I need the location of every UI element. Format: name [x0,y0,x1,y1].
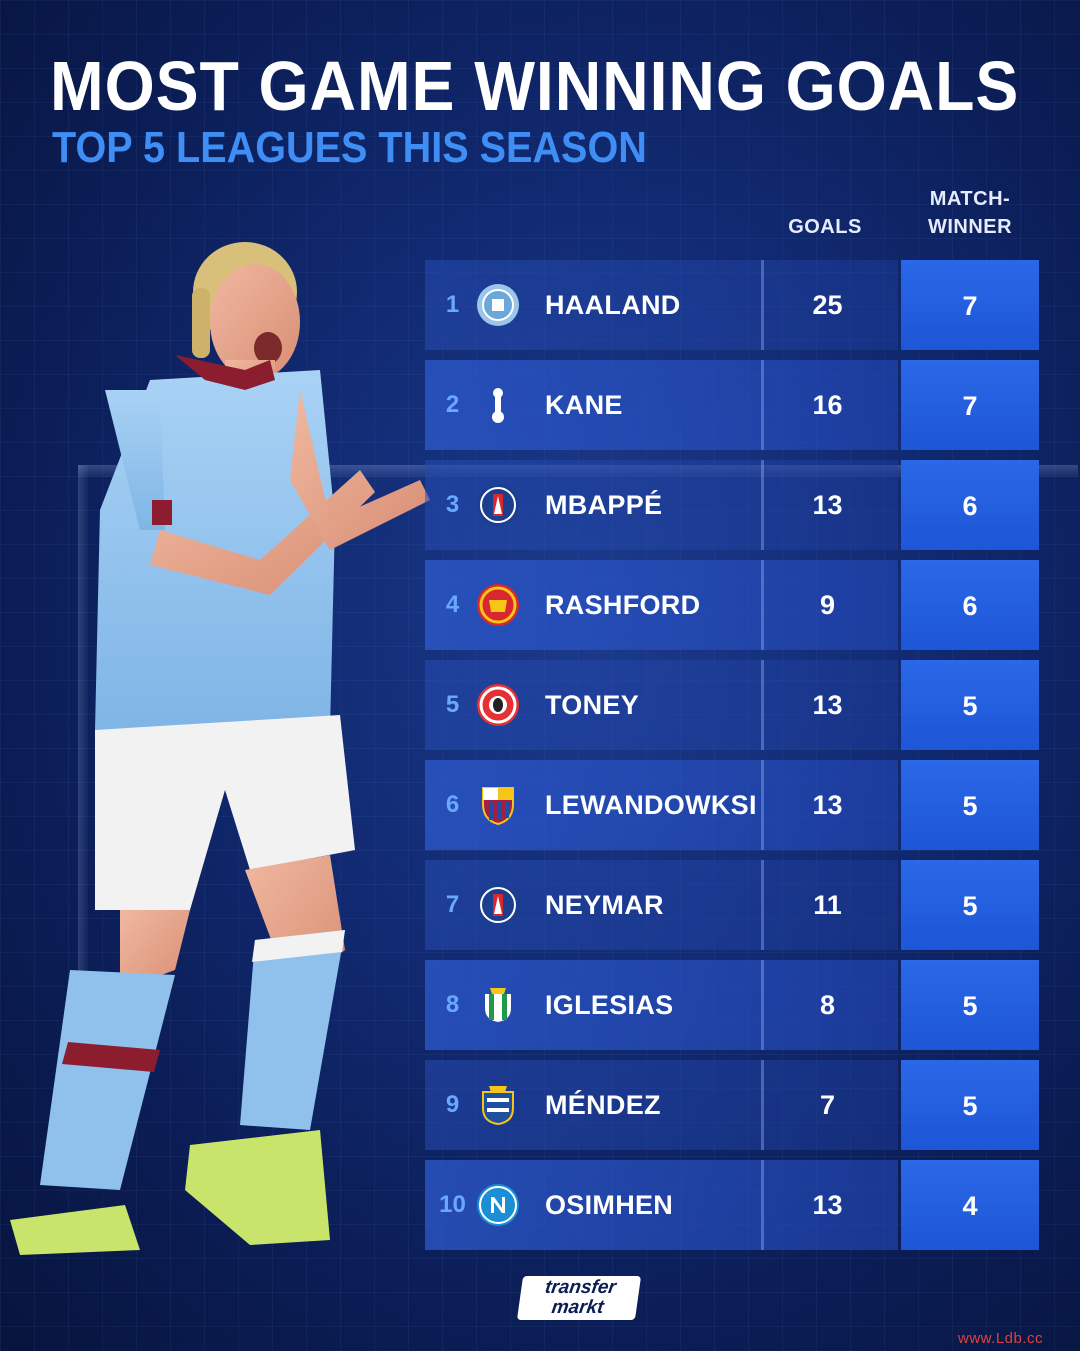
player-name: HAALAND [545,290,681,320]
watermark: www.Ldb.cc [958,1330,1044,1347]
match-winner-header-line1: MATCH- [929,188,1011,210]
napoli-crest-icon [477,1184,519,1226]
column-divider [761,560,764,650]
player-image [10,242,430,1255]
column-divider [761,260,764,350]
match-winner-column-header: MATCH- WINNER [900,185,1040,241]
table-row: 4 RASHFORD 9 [425,560,898,650]
table-row: 3 MBAPPÉ 13 [425,460,898,550]
match-winner-value: 5 [901,660,1039,750]
column-divider [761,360,764,450]
table-row: 8 IGLESIAS 8 [425,960,898,1050]
goals-value: 11 [813,890,842,920]
player-name: MÉNDEZ [545,1090,661,1120]
goals-value: 13 [812,490,843,520]
rank: 9 [445,1091,460,1118]
player-name: OSIMHEN [545,1190,674,1220]
player-name: KANE [545,390,623,420]
table-row: 2 KANE 16 [425,360,898,450]
match-winner-value: 4 [901,1160,1039,1250]
real-betis-crest-icon [477,984,519,1026]
transfermarkt-logo: transfer markt [516,1276,642,1320]
goals-value: 16 [812,390,843,420]
rank: 2 [445,391,460,418]
rank: 3 [445,491,460,518]
page-title: MOST GAME WINNING GOALS [50,47,1020,125]
goals-value: 13 [812,690,843,720]
table-row: 1 HAALAND 25 [425,260,898,350]
goals-value: 7 [819,1090,836,1120]
match-winner-value: 5 [901,1060,1039,1150]
column-divider [761,760,764,850]
goals-header-label: GOALS [788,216,862,238]
column-divider [761,1060,764,1150]
man-united-crest-icon [477,584,519,626]
page-subtitle: TOP 5 LEAGUES THIS SEASON [52,123,647,172]
match-winner-value: 7 [901,260,1039,350]
table-row: 9 MÉNDEZ 7 [425,1060,898,1150]
player-name: LEWANDOWKSI [545,790,757,820]
rank: 7 [445,891,460,918]
match-winner-value: 6 [901,460,1039,550]
rank: 6 [445,791,460,818]
column-divider [761,860,764,950]
psg-crest-icon [477,884,519,926]
player-name: NEYMAR [545,890,664,920]
goal-post [78,465,88,1025]
barcelona-crest-icon [477,784,519,826]
column-divider [761,660,764,750]
column-divider [761,960,764,1050]
match-winner-header-line2: WINNER [927,216,1013,238]
rank: 5 [445,691,460,718]
table-row: 10 OSIMHEN 13 [425,1160,898,1250]
column-divider [761,460,764,550]
player-name: MBAPPÉ [545,490,663,520]
player-name: IGLESIAS [545,990,674,1020]
match-winner-value: 6 [901,560,1039,650]
logo-line2: markt [550,1297,606,1318]
table-row: 7 NEYMAR 11 [425,860,898,950]
brentford-crest-icon [477,684,519,726]
logo-line1: transfer [543,1277,618,1298]
match-winner-value: 5 [901,960,1039,1050]
match-winner-value: 5 [901,860,1039,950]
real-sociedad-crest-icon [477,1084,519,1126]
match-winner-value: 5 [901,760,1039,850]
rank: 10 [439,1191,466,1218]
goals-value: 13 [812,790,843,820]
table-row: 6 LEWANDOWKSI 13 [425,760,898,850]
goals-column-header: GOALS [765,213,885,241]
column-divider [761,1160,764,1250]
match-winner-value: 7 [901,360,1039,450]
goals-value: 13 [812,1190,843,1220]
table-row: 5 TONEY 13 [425,660,898,750]
player-name: RASHFORD [545,590,701,620]
rank: 8 [445,991,460,1018]
goals-value: 8 [819,990,836,1020]
tottenham-crest-icon [477,384,519,426]
psg-crest-icon [477,484,519,526]
man-city-crest-icon [477,284,519,326]
rank: 1 [445,291,460,318]
goals-value: 25 [812,290,843,320]
goals-value: 9 [819,590,836,620]
player-name: TONEY [545,690,640,720]
rank: 4 [445,591,460,618]
